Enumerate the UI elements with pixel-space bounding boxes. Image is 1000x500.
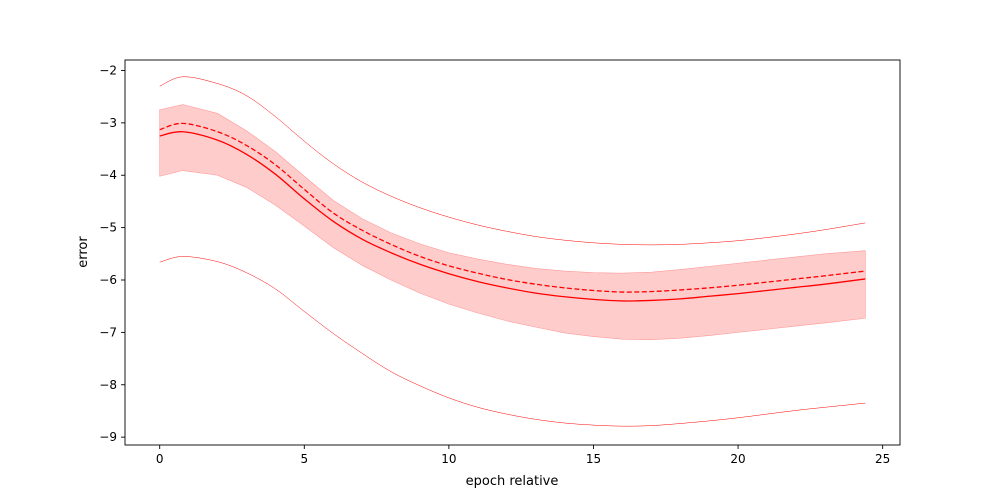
x-tick-label: 0 bbox=[156, 452, 164, 466]
x-tick-label: 20 bbox=[730, 452, 745, 466]
x-tick-label: 10 bbox=[441, 452, 456, 466]
y-tick-label: −9 bbox=[99, 430, 117, 444]
y-tick-label: −7 bbox=[99, 325, 117, 339]
y-axis-label: error bbox=[76, 236, 91, 268]
x-tick-label: 15 bbox=[586, 452, 601, 466]
y-tick-label: −2 bbox=[99, 63, 117, 77]
y-tick-label: −8 bbox=[99, 378, 117, 392]
x-tick-label: 25 bbox=[875, 452, 890, 466]
y-tick-label: −3 bbox=[99, 116, 117, 130]
y-tick-label: −4 bbox=[99, 168, 117, 182]
plot-area bbox=[159, 76, 866, 427]
x-axis-ticks: 0 5 10 15 20 25 bbox=[156, 445, 890, 466]
x-axis-label: epoch relative bbox=[466, 474, 559, 489]
y-axis-ticks: −9 −8 −7 −6 −5 −4 −3 −2 bbox=[99, 63, 125, 444]
upper-thin-line bbox=[159, 76, 866, 246]
confidence-band bbox=[159, 104, 866, 341]
lower-thin-line bbox=[159, 256, 866, 427]
y-tick-label: −6 bbox=[99, 273, 117, 287]
y-tick-label: −5 bbox=[99, 221, 117, 235]
x-tick-label: 5 bbox=[300, 452, 308, 466]
axes-frame bbox=[124, 59, 901, 446]
solid-line bbox=[159, 131, 866, 302]
